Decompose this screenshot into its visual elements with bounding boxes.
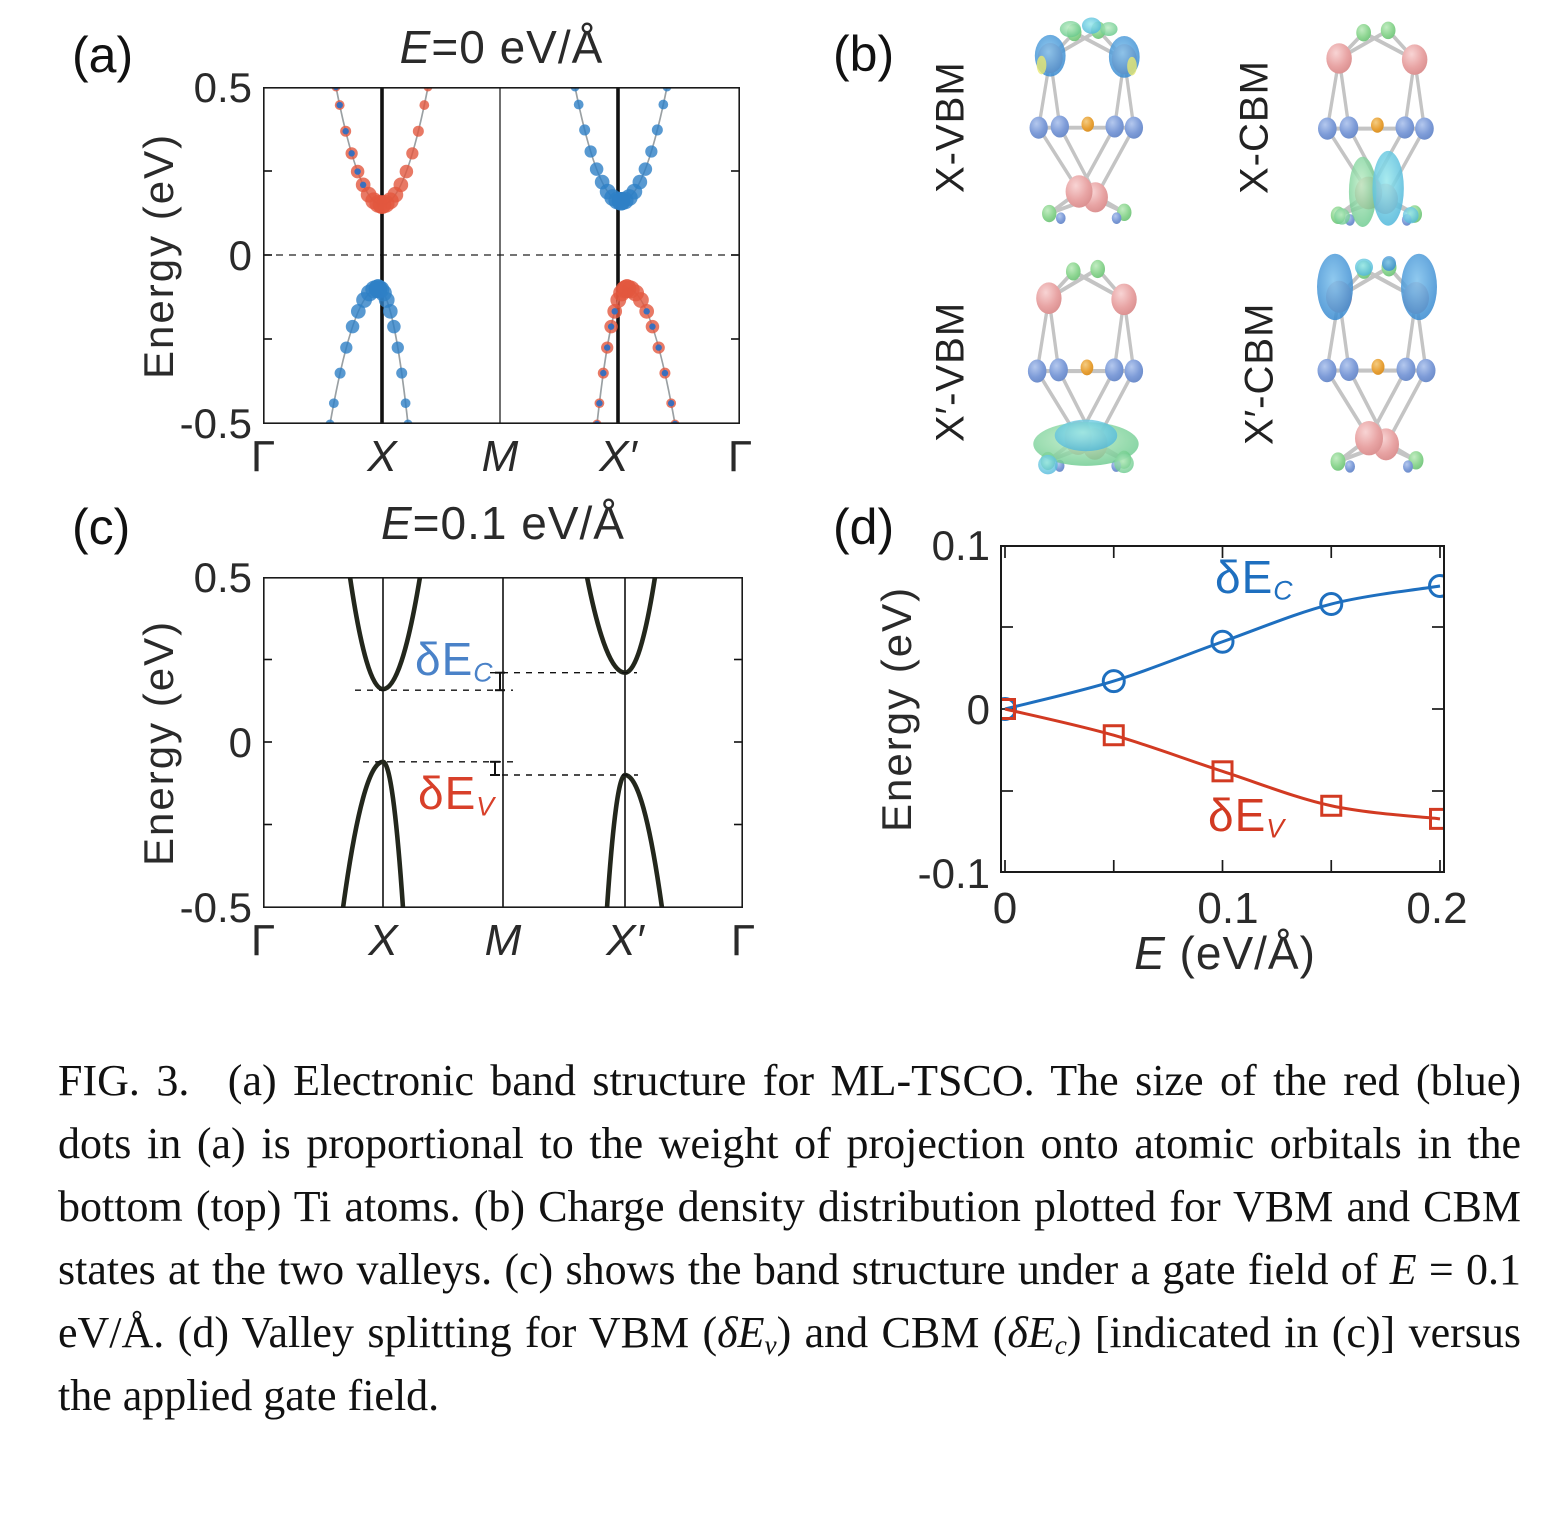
panel-c-xtick-g1: Γ [250, 916, 276, 965]
panel-b-label-xp-vbm: X′-VBM [928, 301, 973, 443]
panel-a-tag: (a) [72, 27, 134, 83]
molecule-x-vbm [1027, 17, 1146, 226]
panel-c-tag: (c) [72, 499, 131, 555]
panel-b-label-x-vbm: X-VBM [928, 61, 973, 193]
panel-d-xtick-01: 0.1 [1197, 884, 1259, 933]
panel-c-annotation-dEc: δEC [415, 633, 494, 688]
panel-c-band-plot [263, 577, 743, 908]
panel-d-label-dEv: δEV [1208, 789, 1286, 844]
panel-d-ytick-bottom: -0.1 [917, 850, 990, 897]
panel-b-label-xp-cbm: X′-CBM [1237, 302, 1282, 446]
panel-a-xtick-x: X [367, 432, 397, 481]
panel-c-xtick-g2: Γ [730, 916, 756, 965]
figure-caption: FIG. 3. (a) Electronic band structure fo… [58, 1056, 1522, 1420]
panel-a-xtick-g1: Γ [250, 432, 276, 481]
panel-c-xtick-x: X [368, 916, 398, 965]
panel-a-xtick-m: M [481, 432, 519, 481]
panel-d-label-dEc: δEC [1215, 551, 1294, 606]
molecule-xp-cbm [1292, 253, 1502, 496]
panel-b-tag: (b) [833, 26, 895, 82]
charge-density-x-vbm [1034, 17, 1140, 78]
panel-c-ylabel: Energy (eV) [135, 619, 182, 866]
panel-a-title: E=0 eV/Å [399, 21, 604, 73]
panel-d-xtick-0: 0 [992, 884, 1018, 933]
charge-density-xp-cbm [1317, 253, 1437, 321]
panel-c-ytick-top: 0.5 [193, 554, 252, 601]
charge-density-x-cbm [1334, 150, 1419, 227]
panel-a-ylabel: Energy (eV) [135, 132, 182, 379]
panel-a-band-plot [263, 87, 740, 424]
panel-c-title: E=0.1 eV/Å [380, 497, 625, 549]
panel-c-ytick-zero: 0 [228, 719, 252, 766]
panel-d-splitting-plot [1000, 545, 1445, 873]
panel-a-ytick-bottom: -0.5 [179, 400, 252, 447]
panel-a-xtick-xp: X′ [599, 432, 637, 481]
charge-density-xp-vbm [1033, 419, 1139, 475]
panel-d-xlabel: E (eV/Å) [1134, 927, 1316, 979]
panel-c-xtick-xp: X′ [606, 916, 644, 965]
panel-a-ytick-top: 0.5 [193, 64, 252, 111]
panel-d-tag: (d) [833, 499, 895, 555]
panel-d-ytick-zero: 0 [966, 686, 990, 733]
panel-c-xtick-m: M [484, 916, 522, 965]
panel-a-ytick-zero: 0 [228, 232, 252, 279]
panel-d-ytick-top: 0.1 [931, 522, 990, 569]
panel-a-xtick-g2: Γ [727, 432, 753, 481]
molecule-xp-vbm [1003, 252, 1208, 475]
panel-c-annotation-dEv: δEV [418, 767, 496, 822]
panel-d-xtick-02: 0.2 [1406, 884, 1468, 933]
panel-c-ytick-bottom: -0.5 [179, 884, 252, 931]
panel-b-label-x-cbm: X-CBM [1232, 60, 1277, 194]
molecule-x-cbm [1316, 19, 1436, 228]
